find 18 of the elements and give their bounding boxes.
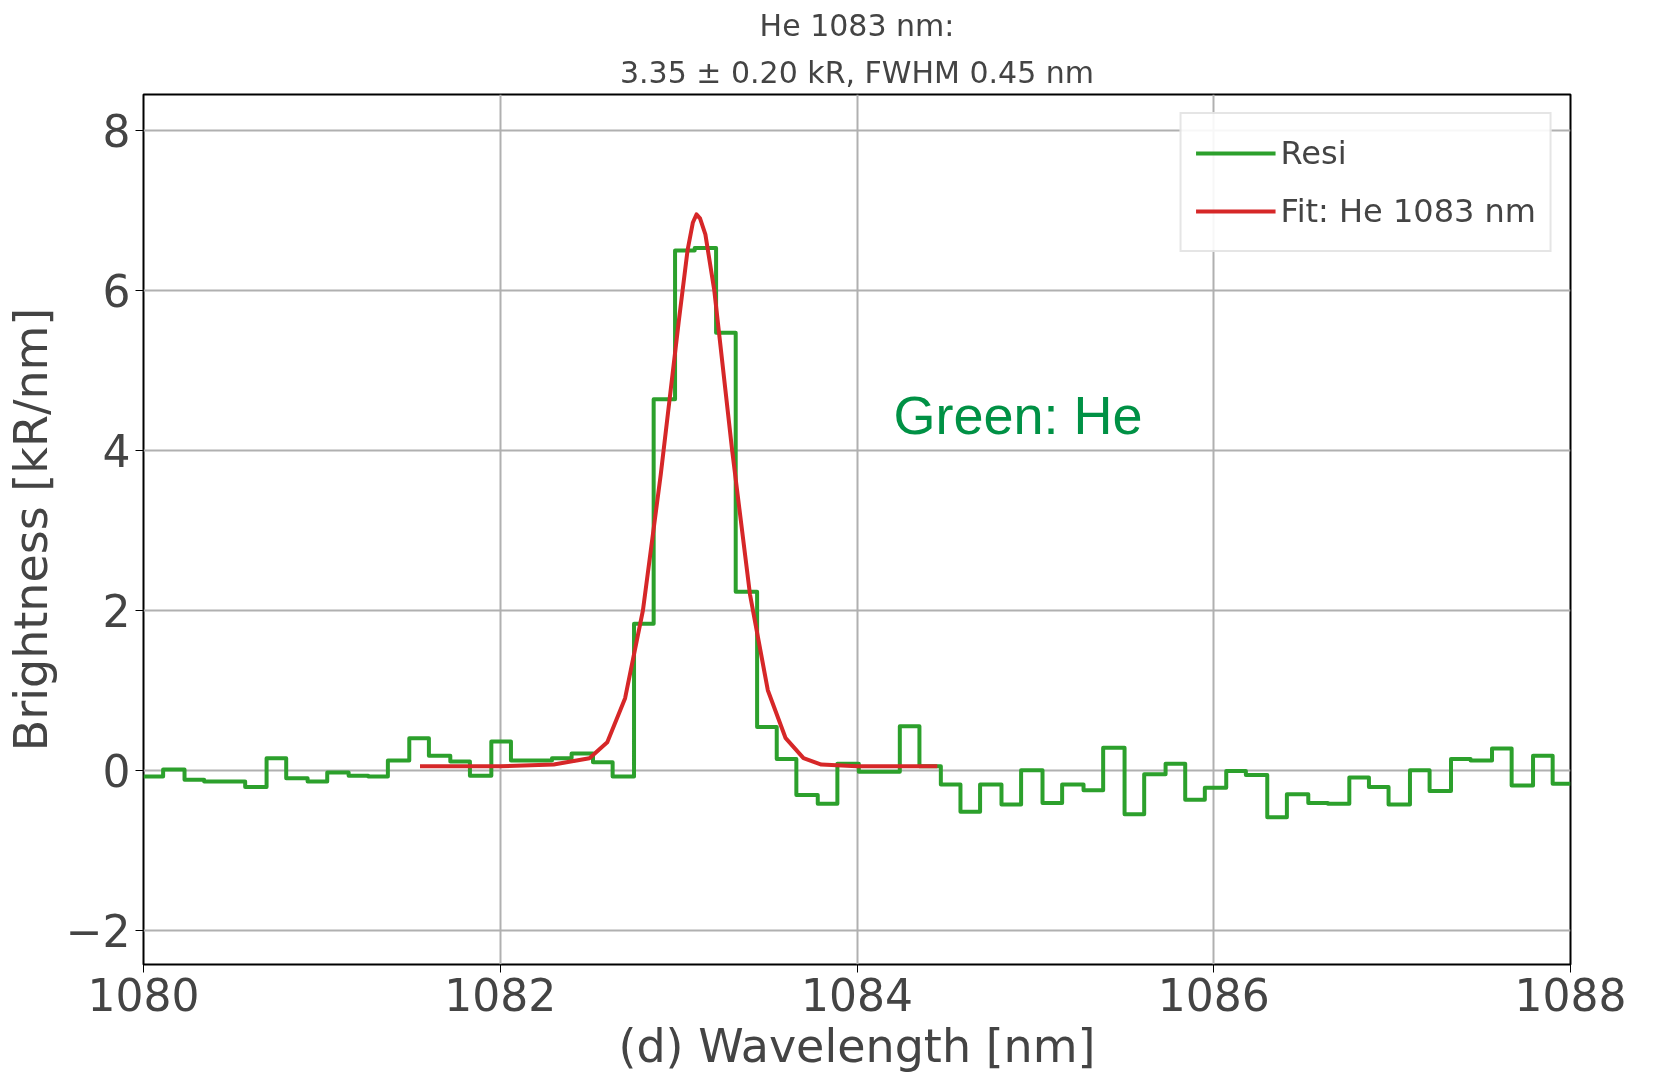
y-tick-label: 6 (102, 265, 131, 317)
y-tick-label: 8 (102, 105, 131, 157)
y-tick-label: −2 (65, 905, 131, 957)
legend-label: Resi (1280, 133, 1347, 174)
annotation: Green: He (893, 384, 1143, 445)
x-tick-label: 1088 (1514, 969, 1627, 1021)
chart-title: He 1083 nm: (759, 7, 955, 43)
y-tick-label: 0 (102, 745, 131, 797)
x-tick-label: 1082 (444, 969, 557, 1021)
x-tick-label: 1080 (87, 969, 200, 1021)
x-tick-label: 1084 (801, 969, 913, 1021)
y-tick-label: 2 (102, 585, 131, 637)
y-axis-title: Brightness [kR/nm] (3, 307, 58, 752)
y-tick-label: 4 (102, 425, 131, 477)
chart-subtitle: 3.35 ± 0.20 kR, FWHM 0.45 nm (619, 54, 1095, 90)
x-tick-label: 1086 (1157, 969, 1270, 1021)
legend-label: Fit: He 1083 nm (1280, 191, 1536, 232)
x-axis-title: (d) Wavelength [nm] (618, 1018, 1096, 1073)
